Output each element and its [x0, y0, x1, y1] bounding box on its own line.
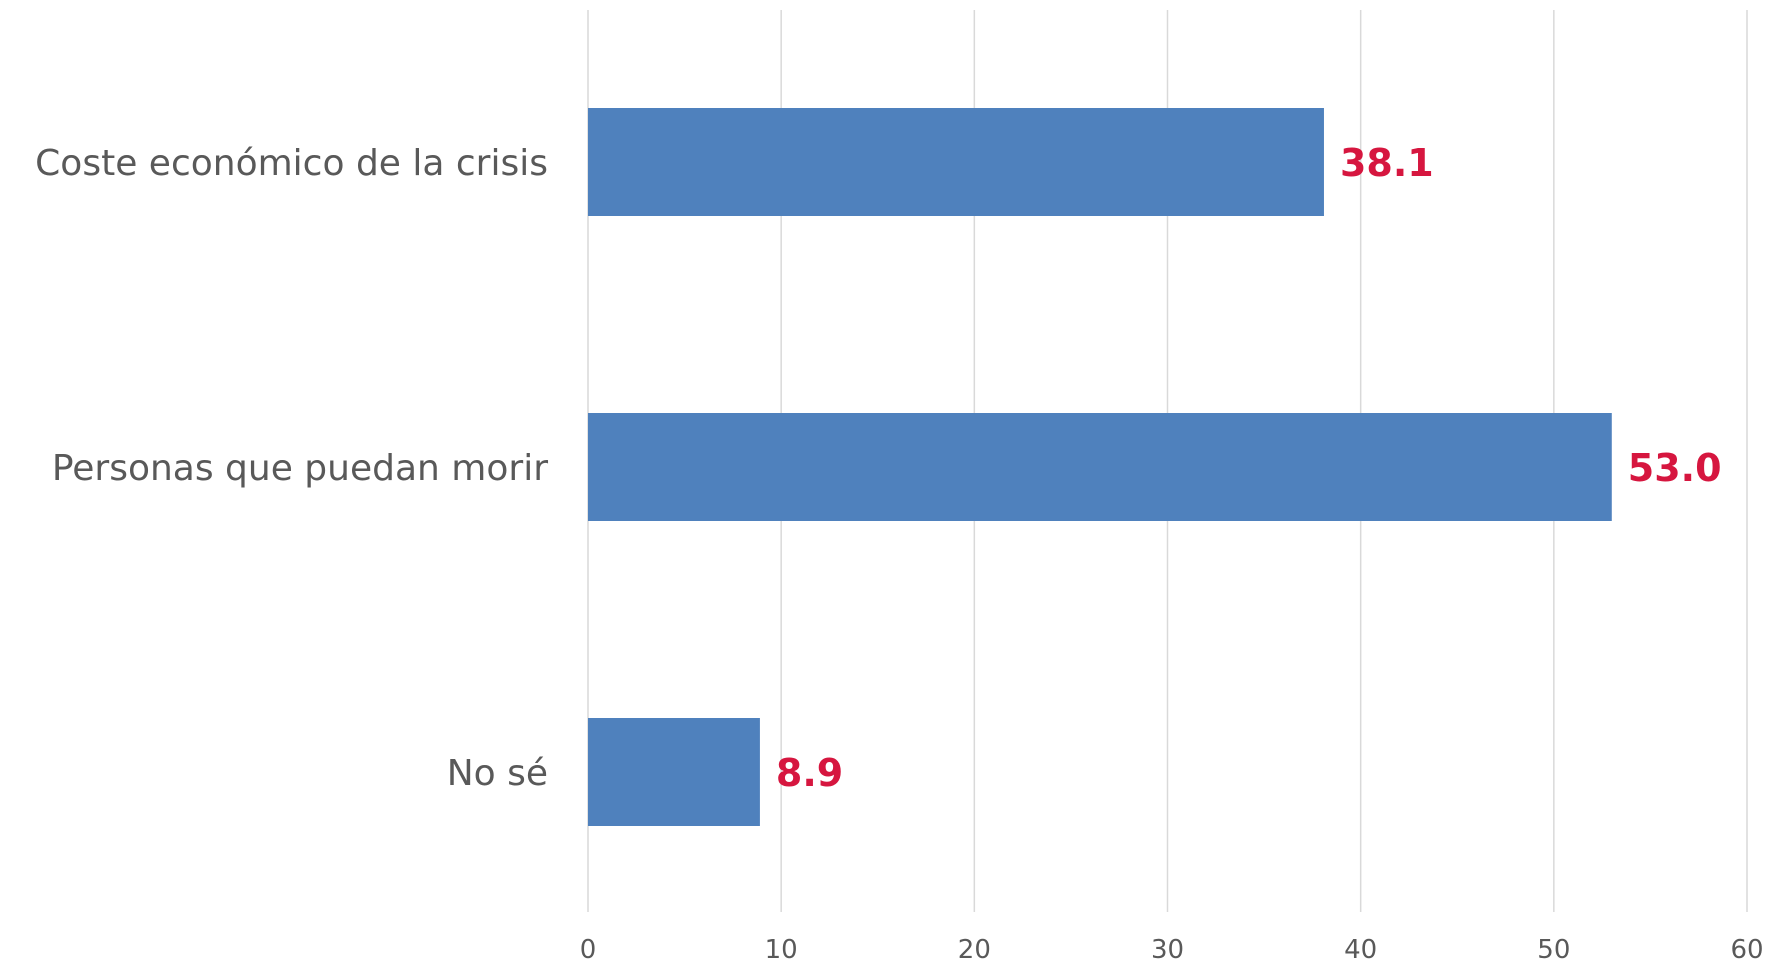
category-labels: Coste económico de la crisis Personas que…	[35, 143, 548, 794]
data-label: 53.0	[1628, 446, 1722, 490]
data-label: 8.9	[776, 751, 843, 795]
data-labels: 38.1 53.0 8.9	[776, 141, 1722, 795]
bar	[588, 413, 1612, 521]
category-label: Personas que puedan morir	[52, 448, 548, 489]
x-tick-label: 60	[1730, 935, 1763, 965]
x-axis-tick-labels: 0 10 20 30 40 50 60	[580, 935, 1764, 965]
x-tick-label: 20	[958, 935, 991, 965]
bar	[588, 108, 1324, 216]
category-label: Coste económico de la crisis	[35, 143, 548, 184]
data-label: 38.1	[1340, 141, 1434, 185]
x-tick-label: 50	[1537, 935, 1570, 965]
x-tick-label: 30	[1151, 935, 1184, 965]
bars	[588, 108, 1612, 826]
x-tick-label: 40	[1344, 935, 1377, 965]
bar	[588, 718, 760, 826]
x-tick-label: 10	[765, 935, 798, 965]
category-label: No sé	[447, 753, 548, 794]
x-tick-label: 0	[580, 935, 597, 965]
